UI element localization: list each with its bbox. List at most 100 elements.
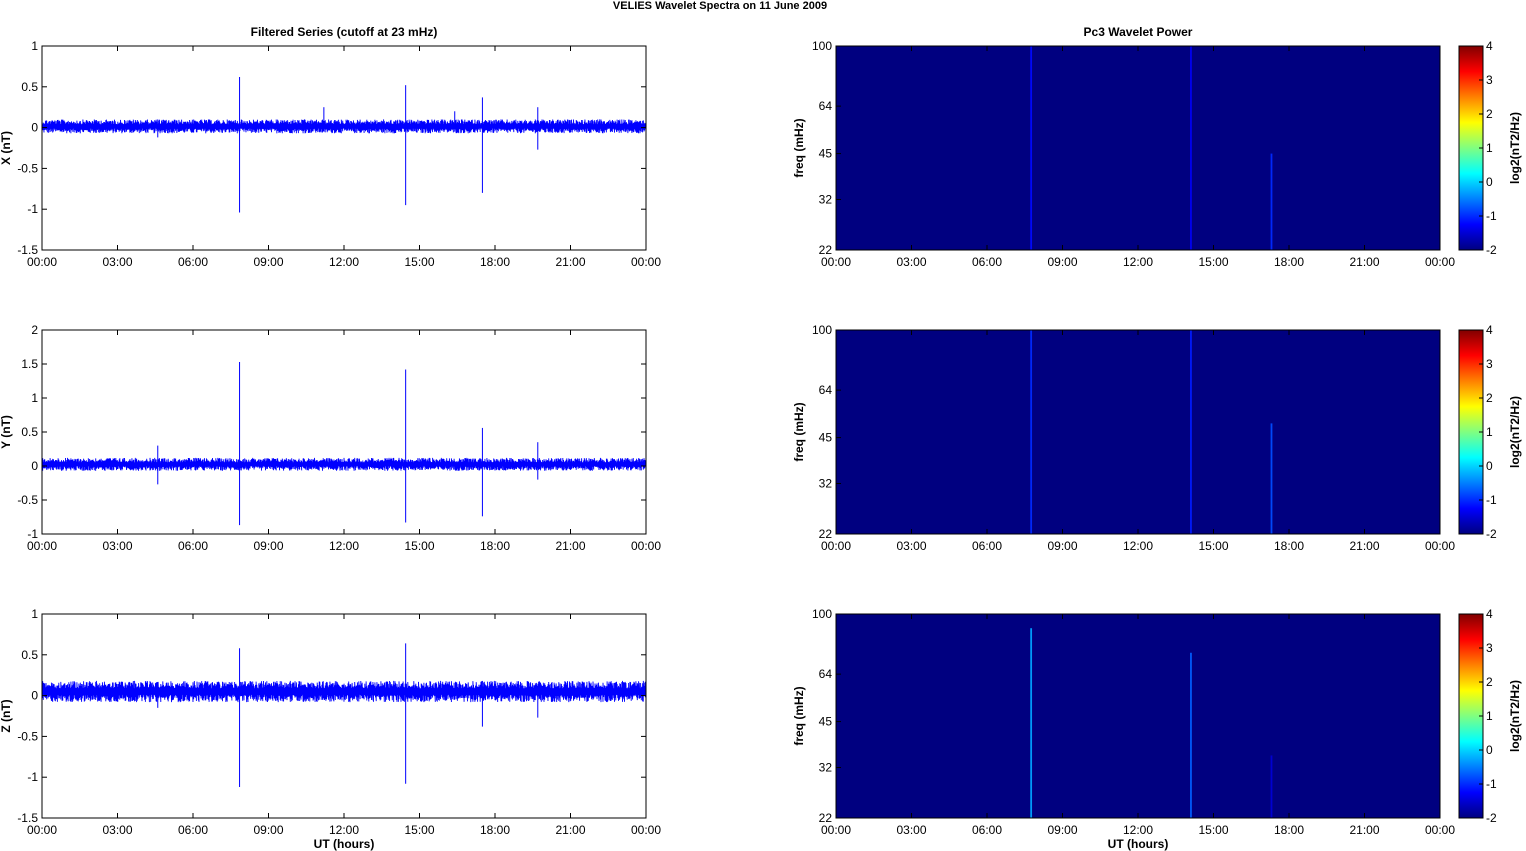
y-tick-label: 22 [819,527,833,541]
x-axis-label: UT (hours) [314,837,375,851]
x-tick-label: 12:00 [329,255,359,269]
x-tick-label: 21:00 [1349,255,1379,269]
y-tick-label: 100 [812,607,832,621]
x-tick-label: 15:00 [1198,823,1228,837]
power-streak [1190,46,1192,250]
y-tick-label: -1.5 [17,811,38,825]
x-tick-label: 03:00 [102,255,132,269]
x-tick-label: 15:00 [404,539,434,553]
y-tick-label: 64 [819,667,833,681]
x-tick-label: 09:00 [1047,255,1077,269]
y-tick-label: 0.5 [21,80,38,94]
chart-title: Pc3 Wavelet Power [1084,25,1193,39]
y-tick-label: 2 [31,323,38,337]
y-tick-label: 32 [819,193,833,207]
y-tick-label: 45 [819,147,833,161]
power-streak [1030,330,1033,534]
y-tick-label: 22 [819,811,833,825]
x-tick-label: 06:00 [972,539,1002,553]
x-tick-label: 09:00 [1047,823,1077,837]
power-streak [1030,46,1033,250]
colorbar-tick-label: 2 [1486,675,1493,689]
y-axis-label: X (nT) [0,131,13,165]
power-streak [1190,330,1192,534]
power-streak [1030,628,1033,818]
plot-area [42,46,646,250]
x-tick-label: 21:00 [555,539,585,553]
x-tick-label: 00:00 [27,255,57,269]
y-tick-label: 100 [812,323,832,337]
y-tick-label: 0.5 [21,425,38,439]
x-tick-label: 00:00 [27,823,57,837]
spectrum-background [836,330,1440,534]
x-tick-label: 09:00 [253,823,283,837]
power-streak [1190,652,1192,818]
x-tick-label: 06:00 [178,823,208,837]
power-streak [1270,153,1273,250]
x-tick-label: 06:00 [178,255,208,269]
colorbar-tick-label: -1 [1486,777,1497,791]
time-series-panel: 10.50-0.5-1-1.500:00 03:00 06:00 09:00 12:00… [0,607,661,851]
x-tick-label: 00:00 [631,255,661,269]
colorbar-tick-label: 2 [1486,107,1493,121]
colorbar-tick-label: 3 [1486,73,1493,87]
x-tick-label: 06:00 [178,539,208,553]
x-tick-label: 03:00 [896,255,926,269]
x-tick-label: 00:00 [1425,539,1455,553]
colorbar-tick-label: 0 [1486,743,1493,757]
x-tick-label: 15:00 [1198,255,1228,269]
charts-container: 10.50-0.5-1-1.500:00 03:00 06:00 09:00 12:00… [0,25,1522,851]
figure-title: VELIES Wavelet Spectra on 11 June 2009 [613,0,827,12]
x-tick-label: 06:00 [972,255,1002,269]
y-tick-label: -1 [27,527,38,541]
x-tick-label: 18:00 [1274,539,1304,553]
y-tick-label: 22 [819,243,833,257]
x-tick-label: 09:00 [253,539,283,553]
y-tick-label: -0.5 [17,493,38,507]
y-tick-label: 0 [31,689,38,703]
x-tick-label: 09:00 [253,255,283,269]
y-axis-label: log2(nT2/Hz) [1508,396,1522,468]
x-axis-label: UT (hours) [1108,837,1169,851]
y-tick-label: 0 [31,459,38,473]
y-tick-label: -1 [27,202,38,216]
x-tick-label: 06:00 [972,823,1002,837]
y-tick-label: -1 [27,770,38,784]
colorbar-tick-label: -2 [1486,811,1497,825]
y-tick-label: 100 [812,39,832,53]
y-axis-label: Z (nT) [0,699,13,732]
x-tick-label: 00:00 [1425,255,1455,269]
time-series-panel: 21.510.50-0.5-100:00 03:00 06:00 09:00 12:00… [0,323,661,553]
y-tick-label: 32 [819,761,833,775]
series-trace [41,680,647,703]
y-tick-label: -1.5 [17,243,38,257]
colorbar-tick-label: 3 [1486,357,1493,371]
y-axis-label: log2(nT2/Hz) [1508,112,1522,184]
x-tick-label: 18:00 [1274,255,1304,269]
x-tick-label: 21:00 [555,255,585,269]
colorbar-tick-label: 2 [1486,391,1493,405]
colorbar-tick-label: -1 [1486,209,1497,223]
y-axis-label: freq (mHz) [792,686,806,745]
colorbar-tick-label: -2 [1486,243,1497,257]
x-tick-label: 09:00 [1047,539,1077,553]
x-tick-label: 00:00 [27,539,57,553]
x-tick-label: 12:00 [1123,255,1153,269]
y-axis-label: Y (nT) [0,415,13,449]
x-tick-label: 03:00 [102,539,132,553]
colorbar-tick-label: 1 [1486,709,1493,723]
colorbar-tick-label: -1 [1486,493,1497,507]
y-tick-label: -0.5 [17,729,38,743]
y-tick-label: 0.5 [21,648,38,662]
y-axis-label: freq (mHz) [792,402,806,461]
time-series-panel: 10.50-0.5-1-1.500:00 03:00 06:00 09:00 12:00… [0,25,661,269]
x-tick-label: 00:00 [821,823,851,837]
x-tick-label: 18:00 [480,823,510,837]
power-streak [1270,423,1273,534]
x-tick-label: 18:00 [480,255,510,269]
colorbar-tick-label: 3 [1486,641,1493,655]
x-tick-label: 12:00 [1123,539,1153,553]
